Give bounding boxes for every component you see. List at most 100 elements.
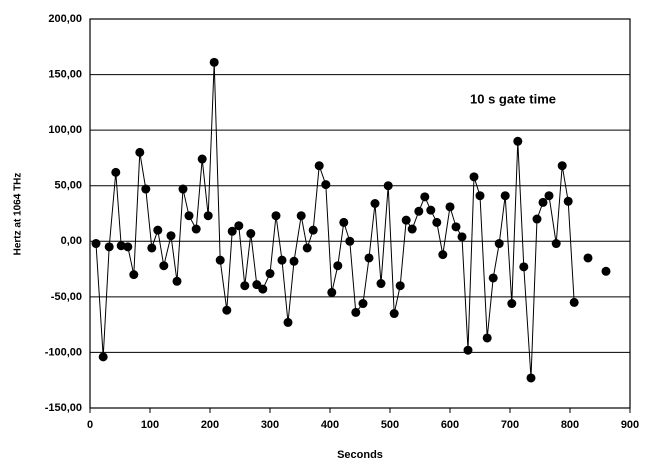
data-point xyxy=(91,239,101,249)
data-point xyxy=(432,217,442,227)
data-point xyxy=(234,221,244,231)
data-point xyxy=(563,196,573,206)
data-point xyxy=(414,206,424,216)
data-point xyxy=(445,202,455,212)
data-point xyxy=(569,297,579,307)
data-point xyxy=(227,226,237,236)
data-point xyxy=(178,184,188,194)
x-tick-label: 800 xyxy=(561,419,579,431)
data-point xyxy=(583,253,593,263)
data-point xyxy=(265,269,275,279)
data-point xyxy=(519,262,529,272)
data-point xyxy=(240,281,250,291)
data-point xyxy=(191,224,201,234)
data-point xyxy=(123,242,133,252)
data-point xyxy=(494,239,504,249)
data-point xyxy=(302,243,312,253)
data-point xyxy=(215,255,225,265)
y-tick-label: 50,00 xyxy=(54,180,82,192)
x-tick-label: 500 xyxy=(381,419,399,431)
data-point xyxy=(289,256,299,266)
data-point xyxy=(469,172,479,182)
data-point xyxy=(426,205,436,215)
data-point xyxy=(321,180,331,190)
data-point xyxy=(314,161,324,171)
x-tick-label: 300 xyxy=(261,419,279,431)
data-point xyxy=(500,191,510,201)
data-point xyxy=(203,211,213,221)
data-point xyxy=(364,253,374,263)
data-point xyxy=(601,266,611,276)
data-point xyxy=(345,236,355,246)
data-point xyxy=(147,243,157,253)
data-point xyxy=(488,273,498,283)
data-point xyxy=(271,211,281,221)
x-tick-label: 200 xyxy=(201,419,219,431)
data-point xyxy=(532,214,542,224)
data-point xyxy=(557,161,567,171)
data-point xyxy=(395,281,405,291)
data-point xyxy=(172,276,182,286)
data-point xyxy=(246,229,256,239)
data-point xyxy=(296,211,306,221)
data-point xyxy=(184,211,194,221)
y-axis-label: Hertz at 1064 THz xyxy=(13,173,24,256)
data-point xyxy=(141,184,151,194)
data-point xyxy=(407,224,417,234)
data-point xyxy=(513,136,523,146)
data-point xyxy=(111,167,121,177)
x-tick-label: 600 xyxy=(441,419,459,431)
data-point xyxy=(358,299,368,309)
plot-frame xyxy=(89,18,631,409)
x-tick-label: 700 xyxy=(501,419,519,431)
y-tick-label: 200,00 xyxy=(48,13,82,25)
y-tick-label: -150,00 xyxy=(45,402,82,414)
x-tick-label: 0 xyxy=(87,419,93,431)
data-point xyxy=(383,181,393,191)
data-point xyxy=(370,198,380,208)
data-point xyxy=(104,242,114,252)
x-tick-label: 100 xyxy=(141,419,159,431)
data-point xyxy=(376,279,386,289)
data-point xyxy=(159,261,169,271)
data-point xyxy=(351,307,361,317)
data-point xyxy=(482,333,492,343)
x-axis-label: Seconds xyxy=(337,449,383,461)
data-point xyxy=(283,317,293,327)
data-point xyxy=(475,191,485,201)
data-point xyxy=(526,373,536,383)
y-tick-label: 100,00 xyxy=(48,124,82,136)
data-point xyxy=(463,345,473,355)
annotation: 10 s gate time xyxy=(470,91,556,106)
x-tick-label: 900 xyxy=(621,419,639,431)
data-point xyxy=(551,239,561,249)
data-point xyxy=(420,192,430,202)
data-point xyxy=(339,217,349,227)
data-point xyxy=(451,222,461,232)
data-point xyxy=(507,299,517,309)
data-point xyxy=(401,215,411,225)
y-tick-label: 0,00 xyxy=(61,235,82,247)
series-line xyxy=(95,62,575,379)
data-point xyxy=(197,154,207,164)
data-point xyxy=(277,255,287,265)
data-point xyxy=(98,352,108,362)
y-tick-label: -100,00 xyxy=(45,346,82,358)
data-point xyxy=(544,191,554,201)
y-tick-label: 150,00 xyxy=(48,68,82,80)
data-point xyxy=(457,232,467,242)
data-point xyxy=(209,57,219,67)
y-tick-label: -50,00 xyxy=(51,291,82,303)
data-point xyxy=(135,147,145,157)
data-point xyxy=(153,225,163,235)
data-point xyxy=(333,261,343,271)
data-point xyxy=(129,270,139,280)
data-point xyxy=(166,231,176,241)
data-point xyxy=(538,197,548,207)
data-point xyxy=(327,287,337,297)
data-point xyxy=(438,250,448,260)
data-point xyxy=(308,225,318,235)
data-point xyxy=(222,305,232,315)
data-point xyxy=(258,284,268,294)
